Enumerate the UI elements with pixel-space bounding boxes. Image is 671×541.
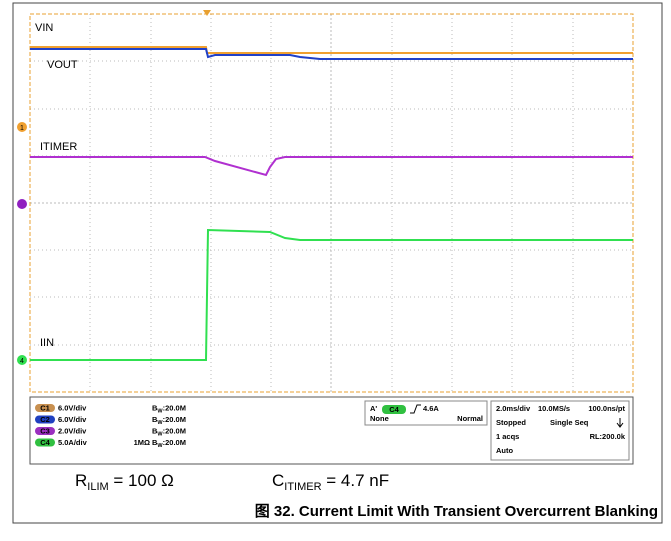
channel-bw: BW:20.0M [152, 415, 186, 426]
tb: 2.0ms/div [496, 404, 531, 413]
channel-scale: 6.0V/div [58, 415, 87, 424]
tb: RL:200.0k [590, 432, 626, 441]
timebase-box [490, 400, 630, 461]
bw-base: B [152, 404, 158, 413]
trace-label: VIN [35, 22, 53, 34]
bw-sub: W [157, 409, 163, 415]
channel-scale: 2.0V/div [58, 427, 87, 436]
tb: Single Seq [550, 418, 589, 427]
trigger-type: Normal [457, 414, 483, 423]
annotation: CITIMER = 4.7 nF [272, 471, 389, 493]
tb: Stopped [496, 418, 526, 427]
bw-sub: W [157, 420, 163, 426]
bw-value: :20.0M [163, 404, 186, 413]
vout-trace [30, 48, 633, 60]
channel-id: C3 [40, 427, 50, 436]
tb: Auto [496, 446, 513, 455]
trigger-mode: A' [370, 404, 377, 413]
tb: 1 acqs [496, 432, 519, 441]
edge-icon [410, 404, 421, 414]
itimer-trace [30, 156, 633, 177]
bw-base: B [152, 438, 158, 447]
annotation: RILIM = 100 Ω [75, 471, 174, 493]
tb: 100.0ns/pt [588, 404, 625, 413]
channel-impedance: 1MΩ [134, 438, 150, 447]
trigger-pos [203, 10, 211, 16]
screen-border [29, 13, 634, 393]
bw-sub: W [157, 443, 163, 449]
bw-base: B [152, 427, 158, 436]
caption: 图 32. Current Limit With Transient Overc… [255, 503, 658, 520]
trigger-channel: C4 [389, 405, 399, 414]
channel-id: C4 [40, 438, 50, 447]
channel-badge [35, 427, 55, 435]
bw-sub: W [157, 432, 163, 438]
trace-label: ITIMER [40, 141, 77, 153]
channel-badge [382, 405, 406, 414]
channel-scale: 5.0A/div [58, 438, 88, 447]
channel-id: C2 [40, 415, 50, 424]
ch4-marker [17, 355, 27, 365]
ch1-marker [17, 122, 27, 132]
tb: 10.0MS/s [538, 404, 570, 413]
trace-label: VOUT [47, 59, 78, 71]
bw-base: B [152, 415, 158, 424]
iin-trace [30, 228, 633, 361]
marker-label: 4 [20, 358, 24, 365]
arrow [616, 418, 624, 428]
channel-scale: 6.0V/div [58, 404, 87, 413]
channel-badge [35, 438, 55, 447]
channel-id: C1 [40, 404, 50, 413]
channel-bw: BW:20.0M [152, 438, 186, 449]
channel-badge [35, 404, 55, 412]
trigger-level: 4.6A [423, 404, 439, 413]
bw-value: :20.0M [163, 427, 186, 436]
trace-label: IIN [40, 337, 54, 349]
marker-label: 1 [20, 125, 24, 132]
channel-bw: BW:20.0M [152, 404, 186, 415]
channel-badge [35, 415, 55, 424]
ch3-marker [17, 199, 27, 209]
bw-value: :20.0M [163, 438, 186, 447]
bw-value: :20.0M [163, 415, 186, 424]
channel-bw: BW:20.0M [152, 427, 186, 438]
trigger-coupling: None [370, 414, 389, 423]
